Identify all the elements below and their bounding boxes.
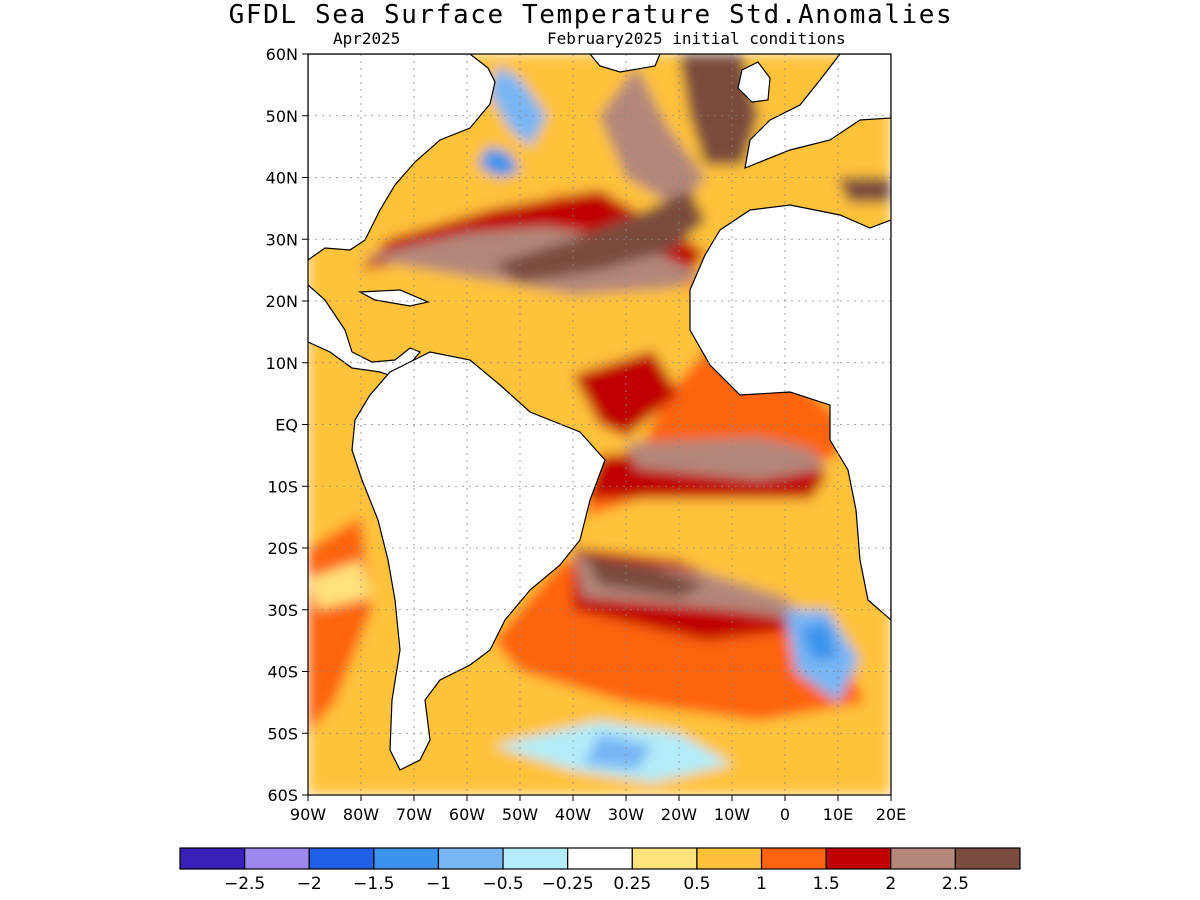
gridlines: [308, 54, 891, 795]
anomaly-region-16: [488, 66, 547, 147]
lon-tick-label: 70W: [396, 805, 432, 824]
colorbar-swatch: [825, 847, 892, 870]
colorbar-label: 0.25: [613, 874, 651, 894]
central-america-land: [308, 284, 421, 379]
lon-tick-label: 10E: [823, 805, 853, 824]
anomaly-region-22: [308, 560, 372, 610]
colorbar-labels: −2.5 −2 −1.5 −1 −0.5 −0.25 0.25 0.5 1 1.5 2 2.5: [224, 874, 969, 894]
colorbar-swatch: [373, 847, 440, 870]
colorbar-swatch: [631, 847, 698, 870]
greenland-land: [589, 54, 661, 73]
anomaly-region-1: [546, 189, 849, 518]
lat-tick-label: 10S: [267, 477, 298, 496]
map-title: GFDL Sea Surface Temperature Std.Anomali…: [228, 0, 954, 30]
colorbar-swatch: [954, 847, 1021, 870]
anomaly-region-19: [583, 733, 653, 771]
colorbar-label: −2.5: [224, 874, 265, 894]
north-america-land: [308, 54, 496, 261]
lat-tick-label: 20S: [267, 539, 298, 558]
longitude-tick-labels: 90W 80W 70W 60W 50W 40W 30W 20W 10W 0 10E 20E: [290, 795, 906, 824]
lat-tick-label: 10N: [266, 354, 298, 373]
anomaly-region-15: [838, 177, 891, 203]
colorbar-swatch: [567, 847, 633, 870]
lon-tick-label: 50W: [502, 805, 538, 824]
colorbar-swatch: [502, 847, 569, 870]
anomaly-region-21: [800, 622, 838, 660]
colorbar-swatch: [760, 847, 827, 870]
colorbar-swatch: [696, 847, 763, 870]
lon-tick-label: 0: [780, 805, 790, 824]
colorbar-label: 2.5: [942, 874, 969, 894]
land-masks: [308, 54, 891, 771]
lon-tick-label: 90W: [290, 805, 326, 824]
lat-tick-label: 60S: [267, 786, 298, 805]
lat-tick-label: 50N: [266, 107, 298, 126]
lat-tick-label: 60N: [266, 45, 298, 64]
lon-tick-label: 10W: [714, 805, 750, 824]
lat-tick-label: 40N: [266, 169, 298, 188]
south-america-land: [351, 351, 606, 771]
iberia-europe-land: [744, 54, 891, 169]
great-britain-land: [737, 61, 771, 103]
anomaly-region-14: [583, 554, 706, 598]
colorbar: [179, 847, 1021, 870]
lon-tick-label: 80W: [343, 805, 379, 824]
colorbar-label: 1: [756, 874, 767, 894]
anomaly-region-4: [573, 350, 679, 437]
lon-tick-label: 60W: [449, 805, 485, 824]
anomaly-region-11: [599, 66, 706, 209]
lat-tick-label: 50S: [267, 724, 298, 743]
lat-tick-label: 30N: [266, 230, 298, 249]
colorbar-label: −0.5: [482, 874, 523, 894]
colorbar-swatch: [890, 847, 956, 870]
colorbar-swatch: [179, 847, 246, 870]
colorbar-label: 1.5: [813, 874, 840, 894]
anomaly-region-9: [626, 436, 828, 481]
lat-tick-label: 20N: [266, 292, 298, 311]
lon-tick-label: 40W: [555, 805, 591, 824]
cuba-land: [357, 289, 430, 307]
latitude-tick-labels: 60N 50N 40N 30N 20N 10N EQ 10S 20S 30S 40S 50S 60S: [266, 45, 308, 805]
colorbar-label: −2: [297, 874, 322, 894]
lon-tick-label: 20E: [876, 805, 906, 824]
colorbar-label: 0.5: [683, 874, 710, 894]
colorbar-label: 2: [885, 874, 896, 894]
colorbar-swatch: [308, 847, 375, 870]
anomaly-region-17: [477, 146, 520, 178]
lat-tick-label: EQ: [275, 416, 298, 435]
initial-conditions-label: February2025 initial conditions: [547, 29, 846, 48]
forecast-month-label: Apr2025: [333, 29, 401, 48]
anomaly-region-12: [493, 189, 706, 283]
lat-tick-label: 30S: [267, 601, 298, 620]
colorbar-label: −1.5: [353, 874, 394, 894]
africa-land: [689, 204, 891, 621]
lon-tick-label: 30W: [608, 805, 644, 824]
colorbar-swatch: [437, 847, 504, 870]
colorbar-label: −0.25: [542, 874, 594, 894]
colorbar-swatch: [244, 847, 310, 870]
plot-area: [308, 54, 891, 795]
lat-tick-label: 40S: [267, 663, 298, 682]
colorbar-label: −1: [426, 874, 451, 894]
anomaly-region-13: [679, 54, 759, 166]
lon-tick-label: 20W: [661, 805, 697, 824]
